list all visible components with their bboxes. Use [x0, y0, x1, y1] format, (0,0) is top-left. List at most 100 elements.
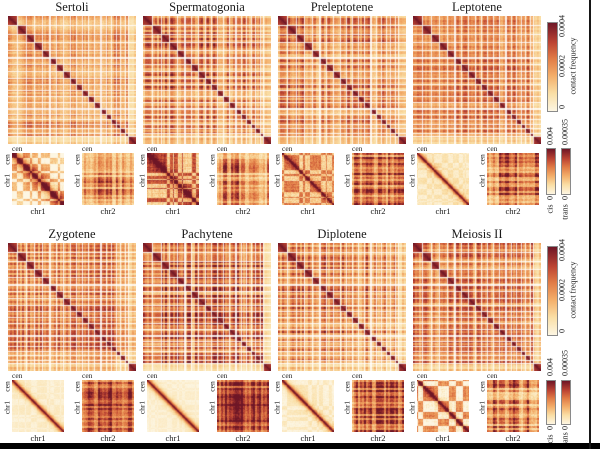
stage-title: Pachytene	[181, 227, 233, 241]
stage-title: Spermatogonia	[169, 0, 245, 14]
trans-label: trans	[560, 204, 570, 220]
chr1-label-left: chr1	[342, 400, 352, 415]
trans-chr1-chr2-map-canvas	[487, 153, 539, 205]
stage-panel: Leptotene cen cen cen chr1 cen chr1 chr1…	[407, 0, 545, 222]
genome-contact-map-canvas	[413, 16, 541, 144]
cis-tick-max: 0.004	[545, 358, 555, 376]
cis-chr1-map-canvas	[282, 153, 334, 205]
trans-tick-max: 0.00035	[560, 119, 570, 145]
genome-contact-map-canvas	[278, 243, 406, 371]
cen-label: cen	[12, 144, 23, 153]
chr1-label-bottom: chr1	[30, 206, 46, 216]
cen-label: cen	[487, 144, 498, 153]
chr1-label-left: chr1	[207, 400, 217, 415]
chr2-label-bottom: chr2	[235, 433, 251, 443]
cis-chr1-map-canvas	[147, 380, 199, 432]
stage-title: Leptotene	[452, 0, 502, 14]
chr1-label-left: chr1	[272, 173, 282, 188]
chr1-label-left: chr1	[137, 400, 147, 415]
chr1-label-left: chr1	[2, 173, 12, 188]
stage-title: Diplotene	[317, 227, 367, 241]
contact-frequency-colorbar	[547, 246, 558, 336]
chr2-label-bottom: chr2	[100, 206, 116, 216]
chr1-label-bottom: chr1	[300, 433, 316, 443]
trans-chr1-chr2-map-canvas	[82, 153, 134, 205]
cen-label: cen	[487, 371, 498, 380]
stage-panel: Preleptotene cen cen cen chr1 cen chr1 c…	[272, 0, 410, 222]
stage-title: Preleptotene	[310, 0, 374, 14]
chr1-label-left: chr1	[272, 400, 282, 415]
chr1-label-left: chr1	[72, 173, 82, 188]
cen-label: cen	[147, 144, 158, 153]
colorbar-tick-max: 0.0004	[557, 239, 567, 261]
colorbar-tick-max: 0.0004	[557, 15, 567, 37]
stage-panel: Diplotene cen cen cen chr1 cen chr1 chr1…	[272, 227, 410, 449]
cis-colorbar	[546, 148, 556, 195]
chr1-label-bottom: chr1	[165, 206, 181, 216]
stage-panel: Sertoli cen cen cen chr1 cen chr1 chr1 c…	[2, 0, 140, 222]
colorbar-label: contact frequency	[568, 261, 578, 319]
trans-tick-max: 0.00035	[560, 350, 570, 376]
cis-tick-min: 0	[545, 196, 555, 200]
chr1-label-left: chr1	[2, 400, 12, 415]
cis-tick-min: 0	[545, 426, 555, 430]
stage-title: Sertoli	[55, 0, 89, 14]
cis-chr1-map-canvas	[12, 153, 64, 205]
cen-label: cen	[147, 371, 158, 380]
colorbar-label: contact frequency	[568, 37, 578, 95]
chr1-label-left: chr1	[207, 173, 217, 188]
genome-contact-map-canvas	[8, 16, 136, 144]
chr1-label-left: chr1	[72, 400, 82, 415]
colorbar-tick-mid: 0.0002	[557, 279, 567, 301]
chr1-label-left: chr1	[137, 173, 147, 188]
trans-chr1-chr2-map-canvas	[352, 153, 404, 205]
stage-title: Meiosis II	[451, 227, 503, 241]
cis-chr1-map-canvas	[417, 153, 469, 205]
cen-label: cen	[82, 371, 93, 380]
cen-label: cen	[352, 371, 363, 380]
chr1-label-bottom: chr1	[435, 206, 451, 216]
stage-panel: Zygotene cen cen cen chr1 cen chr1 chr1 …	[2, 227, 140, 449]
stage-row-top: Sertoli cen cen cen chr1 cen chr1 chr1 c…	[0, 0, 548, 222]
chr2-label-bottom: chr2	[370, 206, 386, 216]
genome-contact-map-canvas	[413, 243, 541, 371]
genome-contact-map-canvas	[8, 243, 136, 371]
chr1-label-left: chr1	[477, 173, 487, 188]
cen-label: cen	[217, 371, 228, 380]
chr2-label-bottom: chr2	[100, 433, 116, 443]
colorbar-tick-min: 0	[557, 105, 567, 109]
cen-label: cen	[217, 144, 228, 153]
trans-chr1-chr2-map-canvas	[217, 380, 269, 432]
chr1-label-bottom: chr1	[435, 433, 451, 443]
cen-label: cen	[282, 144, 293, 153]
chr2-label-bottom: chr2	[505, 206, 521, 216]
cen-label: cen	[12, 371, 23, 380]
chr2-label-bottom: chr2	[370, 433, 386, 443]
genome-contact-map-canvas	[143, 243, 271, 371]
chr1-label-left: chr1	[407, 400, 417, 415]
cis-colorbar	[546, 380, 556, 425]
trans-colorbar	[561, 148, 571, 195]
cen-label: cen	[282, 371, 293, 380]
cis-tick-max: 0.004	[545, 127, 555, 145]
cis-chr1-map-canvas	[147, 153, 199, 205]
stage-row-bottom: Zygotene cen cen cen chr1 cen chr1 chr1 …	[0, 227, 548, 449]
trans-tick-min: 0	[560, 196, 570, 200]
window-right-border	[589, 0, 591, 449]
window-bottom-border	[0, 443, 600, 449]
trans-chr1-chr2-map-canvas	[217, 153, 269, 205]
cen-label: cen	[352, 144, 363, 153]
trans-colorbar	[561, 380, 571, 425]
cis-chr1-map-canvas	[417, 380, 469, 432]
stage-panel: Spermatogonia cen cen cen chr1 cen chr1 …	[137, 0, 275, 222]
cis-label: cis	[545, 204, 555, 214]
genome-contact-map-canvas	[143, 16, 271, 144]
contact-frequency-colorbar	[547, 22, 558, 112]
trans-chr1-chr2-map-canvas	[352, 380, 404, 432]
chr1-label-left: chr1	[407, 173, 417, 188]
colorbar-tick-mid: 0.0002	[557, 55, 567, 77]
chr1-label-left: chr1	[477, 400, 487, 415]
trans-tick-min: 0	[560, 426, 570, 430]
cen-label: cen	[417, 144, 428, 153]
